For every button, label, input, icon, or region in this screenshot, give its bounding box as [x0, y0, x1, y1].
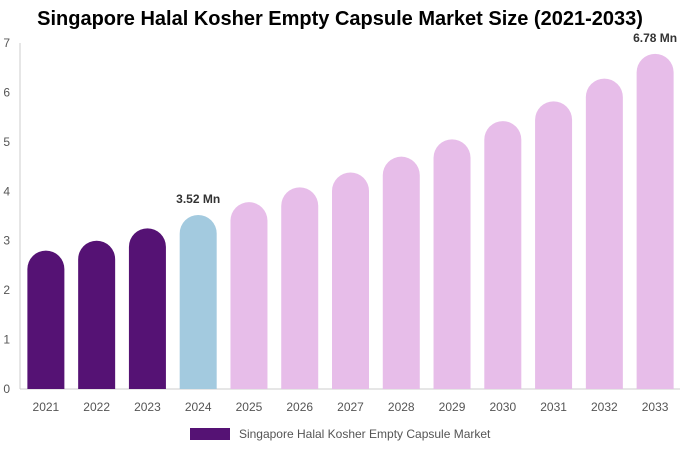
- bar-2030: [484, 121, 522, 390]
- y-tick-label: 6: [3, 85, 10, 99]
- bar-2023: [128, 228, 166, 389]
- x-tick-label: 2028: [388, 400, 415, 414]
- x-tick-label: 2030: [489, 400, 516, 414]
- legend-swatch: [189, 427, 230, 440]
- x-tick-label: 2023: [134, 400, 161, 414]
- x-tick-label: 2033: [642, 400, 669, 414]
- x-tick-label: 2029: [439, 400, 466, 414]
- bar-2027: [332, 172, 369, 389]
- y-tick-label: 4: [3, 184, 10, 198]
- legend: Singapore Halal Kosher Empty Capsule Mar…: [0, 426, 680, 441]
- y-tick-label: 3: [3, 234, 10, 248]
- legend-label: Singapore Halal Kosher Empty Capsule Mar…: [238, 426, 491, 441]
- x-tick-label: 2031: [540, 400, 567, 414]
- y-tick-label: 0: [3, 382, 10, 396]
- bar-2033: [636, 53, 674, 390]
- y-tick-label: 2: [3, 283, 10, 297]
- bar-2024: [179, 215, 217, 389]
- bar-2021: [27, 250, 65, 389]
- x-tick-label: 2022: [83, 400, 110, 414]
- x-tick-label: 2032: [591, 400, 618, 414]
- x-tick-label: 2026: [286, 400, 313, 414]
- bar-2026: [281, 187, 319, 389]
- chart-title: Singapore Halal Kosher Empty Capsule Mar…: [37, 8, 643, 30]
- y-tick-label: 1: [3, 333, 10, 347]
- data-label: 6.78 Mn: [633, 31, 677, 45]
- y-tick-label: 7: [3, 36, 10, 50]
- bar-2029: [433, 139, 471, 389]
- bar-2022: [78, 240, 116, 389]
- bar-2028: [382, 156, 420, 389]
- x-tick-label: 2025: [236, 400, 263, 414]
- bar-2032: [585, 78, 623, 390]
- x-tick-label: 2027: [337, 400, 364, 414]
- x-tick-label: 2024: [185, 400, 212, 414]
- data-label: 3.52 Mn: [176, 192, 220, 206]
- x-tick-label: 2021: [33, 400, 60, 414]
- bar-2025: [230, 202, 268, 389]
- y-tick-label: 5: [3, 135, 10, 149]
- bar-2031: [535, 101, 573, 389]
